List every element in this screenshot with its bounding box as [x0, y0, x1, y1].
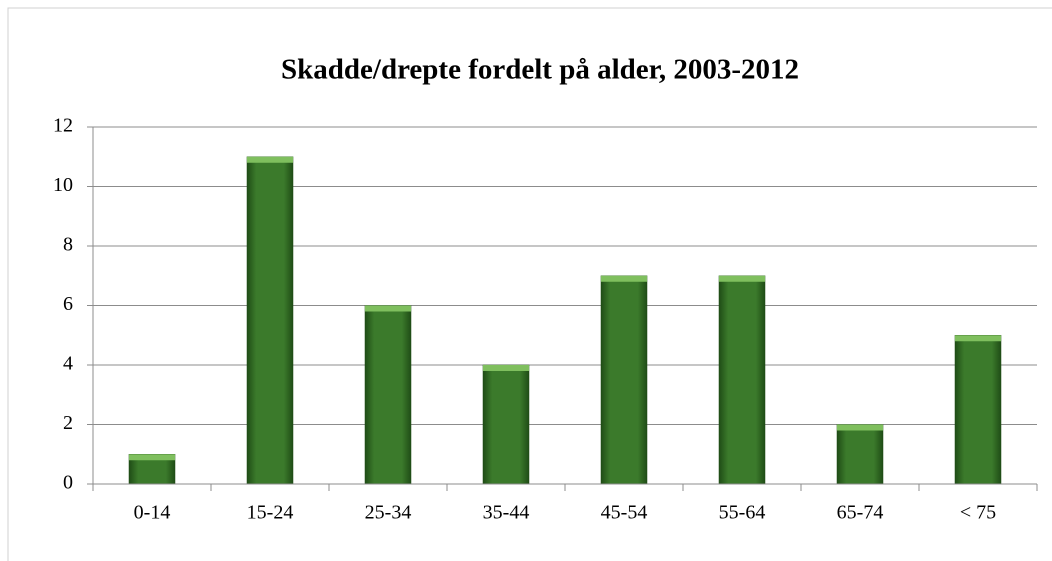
x-tick-label: 15-24 [247, 502, 294, 524]
bar [246, 156, 294, 485]
chart-title: Skadde/drepte fordelt på alder, 2003-201… [281, 54, 799, 86]
chart-border [7, 7, 1052, 561]
bar [600, 275, 648, 485]
y-tick-label: 0 [63, 472, 73, 494]
bar [364, 305, 412, 485]
y-tick-label: 8 [63, 234, 73, 256]
bar [718, 275, 766, 485]
bar [482, 364, 530, 485]
bar [836, 424, 884, 485]
y-tick-label: 6 [63, 293, 73, 315]
bar-bevel [718, 275, 766, 282]
bar [954, 335, 1002, 485]
bar-bevel [954, 335, 1002, 342]
x-tick-label: 65-74 [837, 502, 884, 524]
bar-bevel [128, 454, 176, 461]
x-tick-label: 25-34 [365, 502, 412, 524]
x-tick-label: 55-64 [719, 502, 766, 524]
y-tick-label: 4 [63, 353, 73, 375]
bar-bevel [482, 365, 530, 371]
x-tick-label: 45-54 [601, 502, 648, 524]
bar-bevel [836, 424, 884, 431]
bar-bevel [364, 305, 412, 312]
x-tick-label: 35-44 [483, 502, 530, 524]
bar-bevel [246, 156, 294, 163]
x-tick-label: 0-14 [134, 502, 171, 524]
bar-bevel [600, 275, 648, 282]
y-tick-label: 12 [53, 115, 73, 137]
y-tick-label: 10 [53, 174, 73, 196]
y-tick-label: 2 [63, 412, 73, 434]
x-tick-label: < 75 [960, 502, 996, 524]
